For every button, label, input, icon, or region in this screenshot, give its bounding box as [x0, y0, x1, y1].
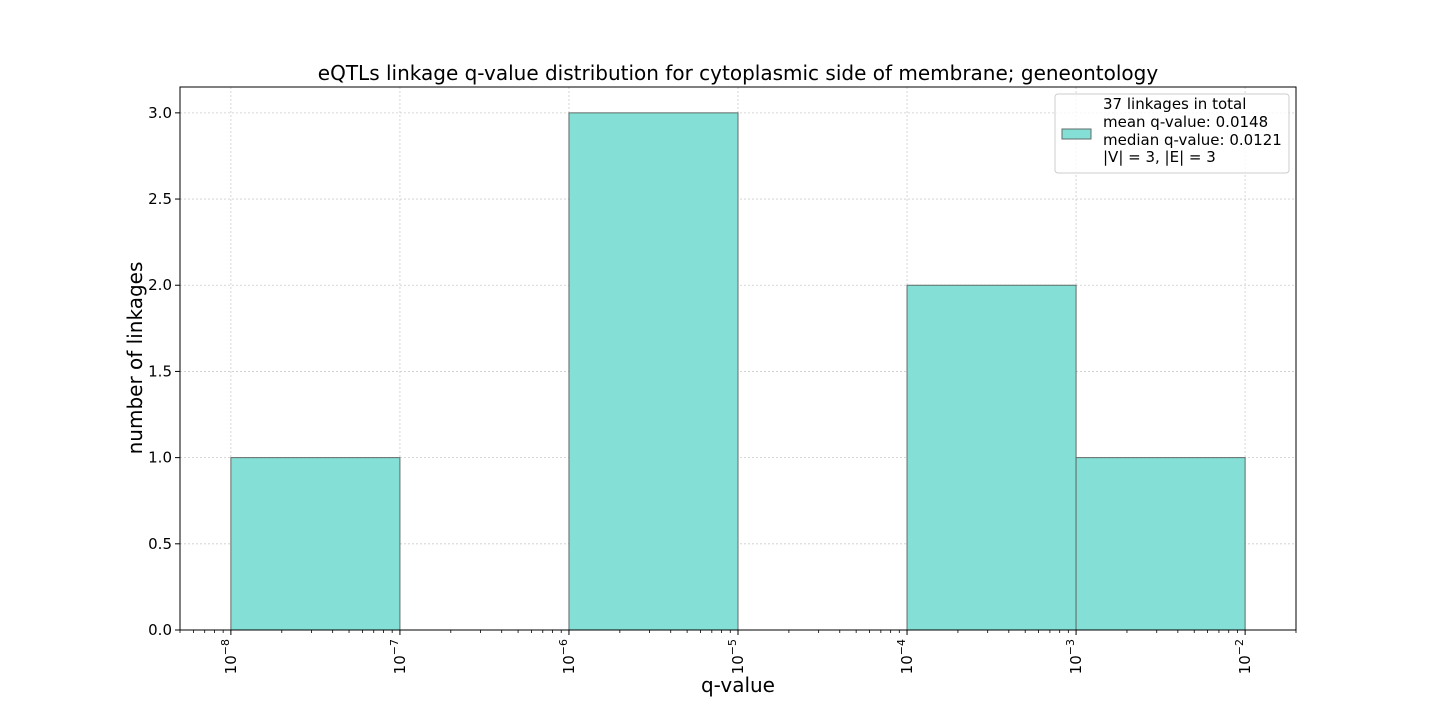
x-tick-label: 10−3	[1064, 639, 1085, 674]
histogram-bar	[230, 457, 401, 631]
legend-swatch	[1061, 128, 1092, 140]
y-tick-label: 3.0	[148, 104, 172, 122]
y-tick-label: 2.5	[148, 190, 172, 208]
y-tick-label: 1.0	[148, 449, 172, 467]
legend-line-total: 37 linkages in total	[1103, 95, 1246, 113]
legend-line-graph-size: |V| = 3, |E| = 3	[1103, 148, 1216, 166]
x-tick-label: 10−5	[726, 639, 747, 674]
histogram-bars	[230, 112, 1246, 631]
y-tick-label: 0.5	[148, 535, 172, 553]
histogram-bar	[568, 112, 739, 631]
x-tick-label: 10−2	[1233, 639, 1254, 674]
y-tick-label: 1.5	[148, 362, 172, 380]
y-tick-label: 0.0	[148, 621, 172, 639]
x-tick-label: 10−8	[219, 639, 240, 674]
x-tick-label: 10−7	[388, 639, 409, 674]
y-axis-label: number of linkages	[123, 262, 147, 455]
chart-title: eQTLs linkage q-value distribution for c…	[318, 61, 1159, 85]
x-axis-label: q-value	[701, 673, 775, 697]
histogram-bar	[1075, 457, 1246, 631]
legend-box	[1054, 93, 1290, 174]
x-axis-ticks: 10−8 10−7 10−6 10−5 10−4 10−3 10−2	[179, 630, 1297, 674]
x-tick-label: 10−6	[557, 639, 578, 674]
legend-line-mean: mean q-value: 0.0148	[1103, 113, 1268, 131]
y-axis-ticks: 0.0 0.5 1.0 1.5 2.0 2.5 3.0	[148, 104, 180, 639]
legend-line-median: median q-value: 0.0121	[1103, 131, 1282, 149]
legend: 37 linkages in total mean q-value: 0.014…	[1054, 93, 1290, 174]
histogram-bar	[906, 284, 1077, 631]
y-tick-label: 2.0	[148, 276, 172, 294]
x-tick-label: 10−4	[895, 639, 916, 674]
